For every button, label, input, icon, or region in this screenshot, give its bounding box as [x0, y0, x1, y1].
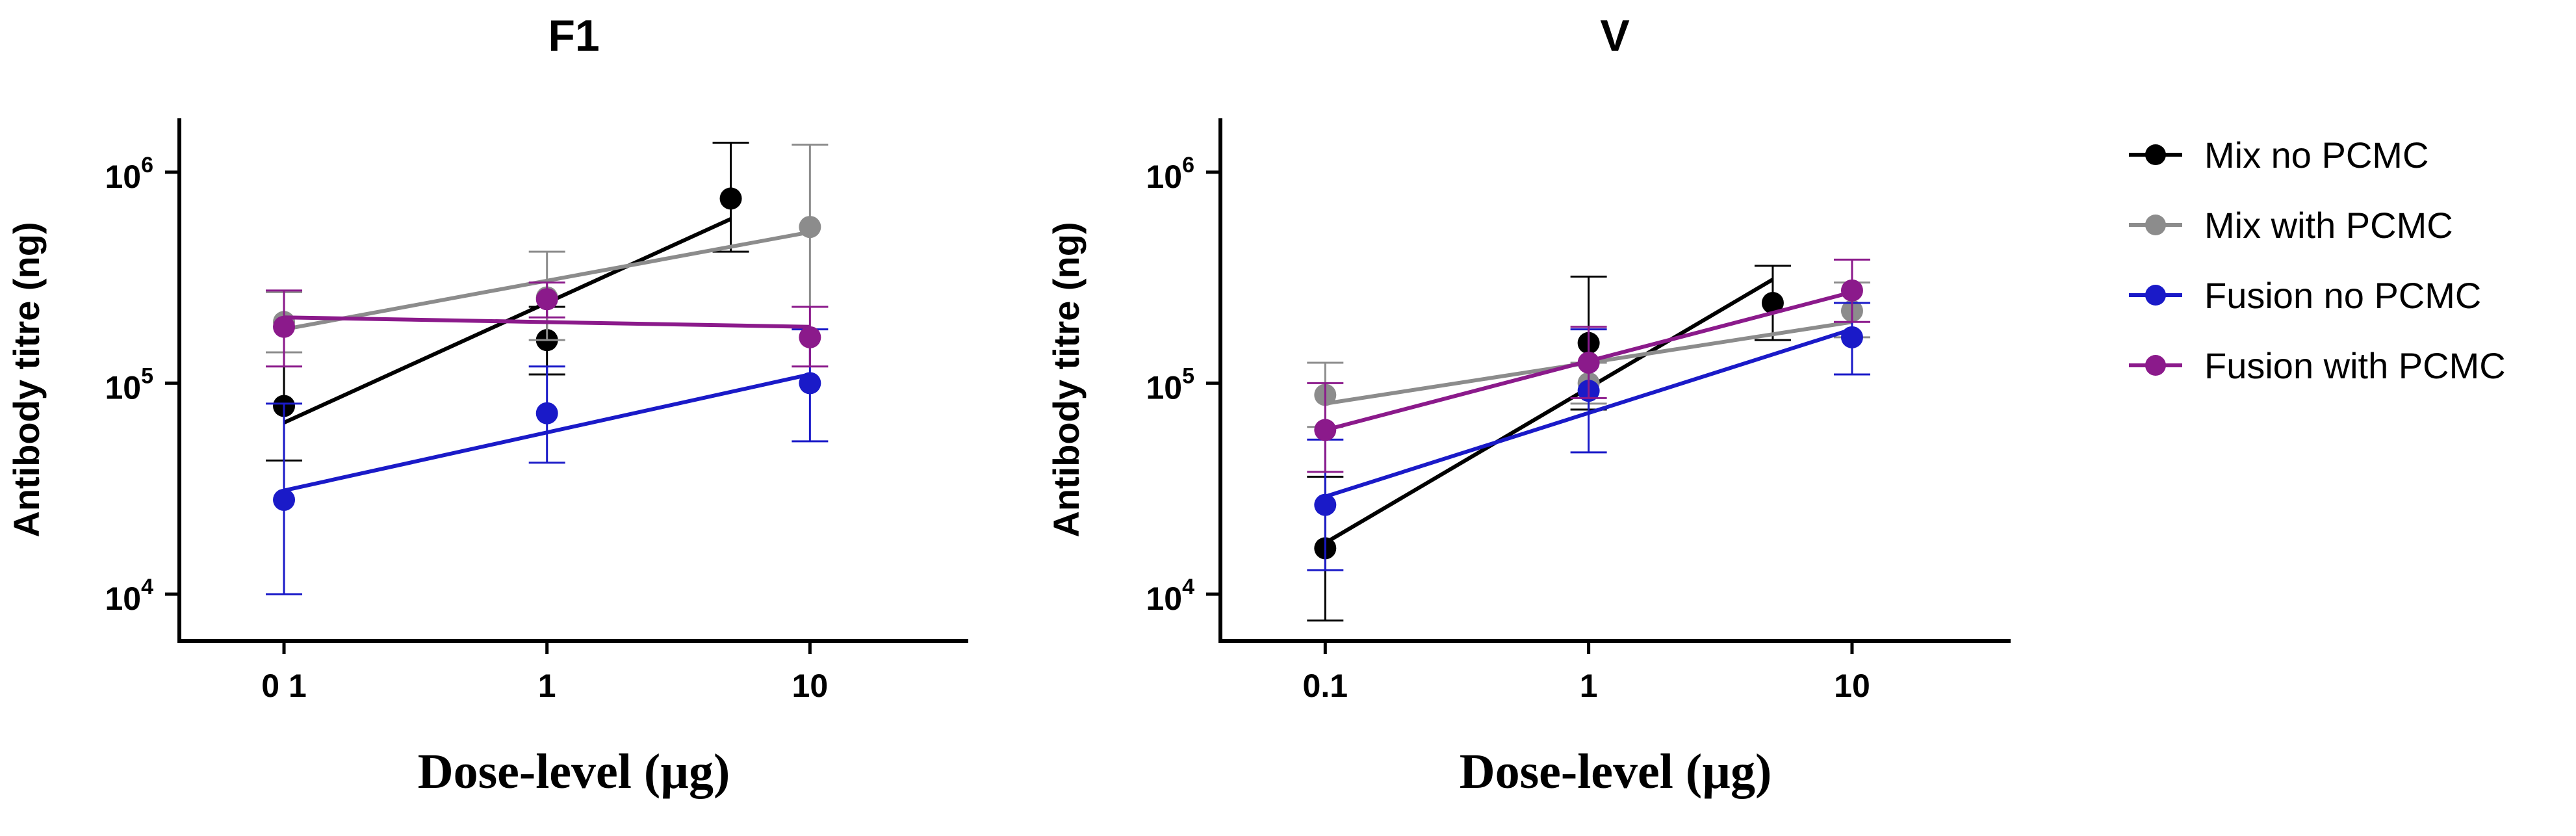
- x-axis-label: Dose-level (µg): [1460, 744, 1772, 799]
- data-point: [1840, 279, 1863, 302]
- data-point: [273, 488, 296, 511]
- y-tick-label: 105: [1146, 363, 1194, 406]
- fit-line: [1324, 278, 1774, 545]
- y-tick-label: 106: [105, 153, 153, 195]
- legend-marker: [2145, 285, 2166, 306]
- chart-panel-f1: F1 104 105 106 0 1 1 10 Dose-level (µg) Antibody…: [6, 11, 968, 799]
- series-fusion-with-pcmc: [1307, 258, 1870, 473]
- series-fusion-no-pcmc: [266, 328, 829, 595]
- y-tick-label: 104: [1146, 575, 1194, 617]
- data-point: [799, 372, 821, 395]
- x-tick-label: 10: [1834, 668, 1870, 704]
- data-point: [799, 326, 821, 348]
- series-fusion-with-pcmc: [266, 281, 829, 368]
- x-tick-label: 10: [792, 668, 829, 704]
- y-axis-label: Antibody titre (ng): [1046, 222, 1087, 537]
- chart-panel-v: V 104 105 106 0.1 1 10 Dose-level (µg) Antibody …: [1046, 11, 2011, 799]
- legend-label: Fusion with PCMC: [2204, 345, 2506, 386]
- chart-title: V: [1600, 11, 1629, 60]
- series-mix-no-pcmc: [1307, 265, 1791, 622]
- y-tick-label: 106: [1146, 153, 1194, 195]
- legend-marker: [2145, 355, 2166, 376]
- data-point: [799, 216, 821, 239]
- fit-line: [283, 315, 810, 329]
- data-point: [535, 288, 558, 311]
- data-point: [1314, 419, 1337, 441]
- legend-entry-fusion-no-pcmc: Fusion no PCMC: [2129, 275, 2481, 316]
- legend-entry-fusion-with-pcmc: Fusion with PCMC: [2129, 345, 2506, 386]
- x-tick-label: 0 1: [261, 668, 307, 704]
- data-point: [1577, 351, 1600, 374]
- x-tick-label: 1: [538, 668, 556, 704]
- y-tick-label: 105: [105, 363, 153, 406]
- x-tick-label: 1: [1580, 668, 1598, 704]
- legend-entry-mix-no-pcmc: Mix no PCMC: [2129, 135, 2428, 176]
- y-axis-label: Antibody titre (ng): [6, 222, 47, 537]
- data-point: [1314, 493, 1337, 516]
- data-point: [535, 402, 558, 425]
- legend-entry-mix-with-pcmc: Mix with PCMC: [2129, 205, 2453, 246]
- chart-title: F1: [548, 11, 599, 60]
- data-point: [719, 187, 742, 210]
- legend-marker: [2145, 215, 2166, 235]
- series-mix-no-pcmc: [266, 141, 749, 462]
- x-axis-label: Dose-level (µg): [418, 744, 730, 799]
- data-point: [1761, 292, 1784, 315]
- legend-marker: [2145, 144, 2166, 165]
- legend-label: Mix with PCMC: [2204, 205, 2453, 246]
- y-tick-label: 104: [105, 575, 153, 617]
- x-tick-label: 0.1: [1303, 668, 1348, 704]
- legend-label: Fusion no PCMC: [2204, 275, 2481, 316]
- legend-label: Mix no PCMC: [2204, 135, 2428, 176]
- data-point: [273, 315, 296, 338]
- legend: Mix no PCMC Mix with PCMC Fusion no PCMC Fu…: [2129, 135, 2506, 386]
- data-point: [1840, 326, 1863, 348]
